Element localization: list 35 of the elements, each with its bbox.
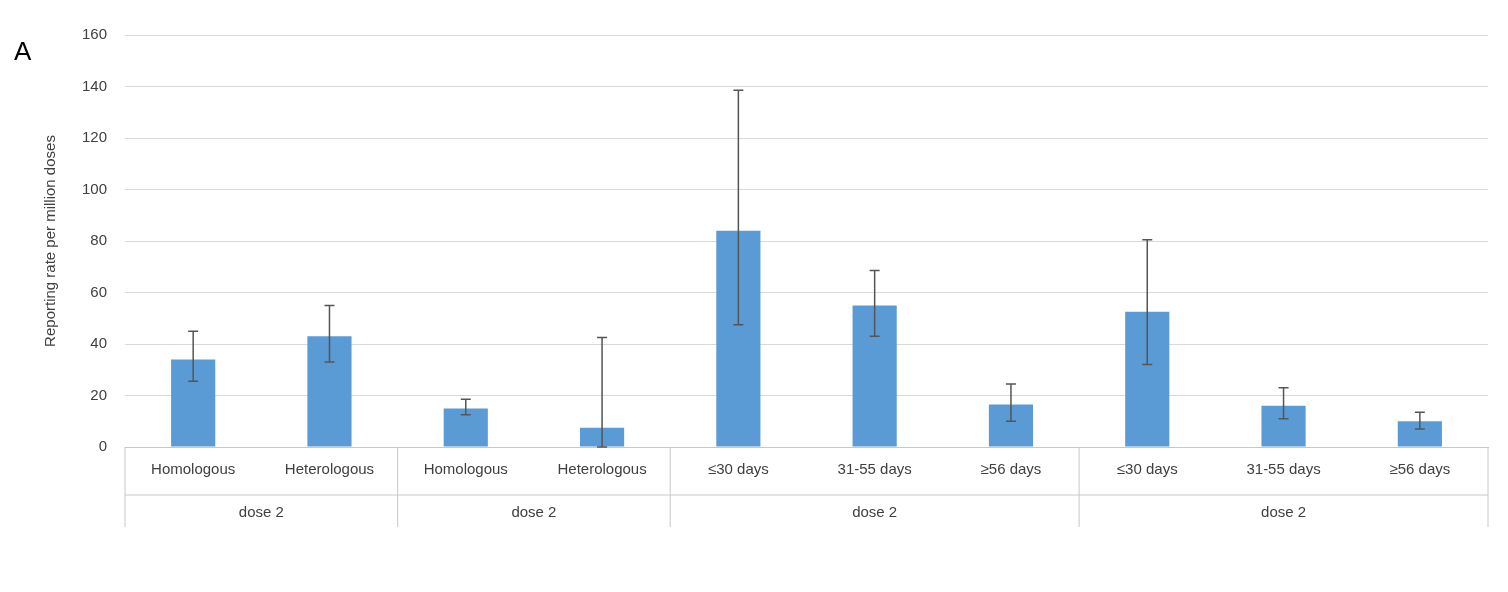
text: A [14,36,32,67]
x-tick-label: Heterologous [284,460,375,478]
y-tick-label: 100 [82,179,108,197]
x-tick-label: 31-55 days [837,460,912,478]
bar [307,336,352,447]
x-tick-label: ≥56 days [1389,460,1451,478]
y-tick-label: 160 [82,25,108,43]
bar [1397,421,1442,447]
x-tick-label: Homologous [423,460,508,478]
x-tick-label: Heterologous [557,460,647,478]
x-tick-label: ≤30 days [707,460,769,478]
text: dose 2 [238,503,284,521]
x-tick-label: Homologous [151,460,236,478]
y-tick-label: 60 [90,282,108,300]
bar [171,359,216,447]
x-tick-label: ≤30 days [1116,460,1178,478]
text: dose 2 [1261,503,1307,521]
y-axis-title: Reporting rate per million doses [41,135,59,347]
bar [716,230,761,447]
y-tick-label: 0 [98,437,108,455]
y-tick-label: 140 [82,76,108,94]
x-tick-label: ≥56 days [980,460,1042,478]
bar [852,305,897,447]
bar [443,408,488,447]
bar [1261,405,1306,447]
bar [579,427,625,447]
y-tick-label: 120 [82,128,108,146]
y-tick-label: 20 [90,385,108,403]
y-tick-label: 80 [90,231,108,249]
y-tick-label: 40 [90,334,108,352]
text: dose 2 [852,503,898,521]
x-tick-label: 31-55 days [1246,460,1321,478]
bar [988,404,1034,447]
text: dose 2 [511,503,557,521]
bar [1125,311,1170,447]
